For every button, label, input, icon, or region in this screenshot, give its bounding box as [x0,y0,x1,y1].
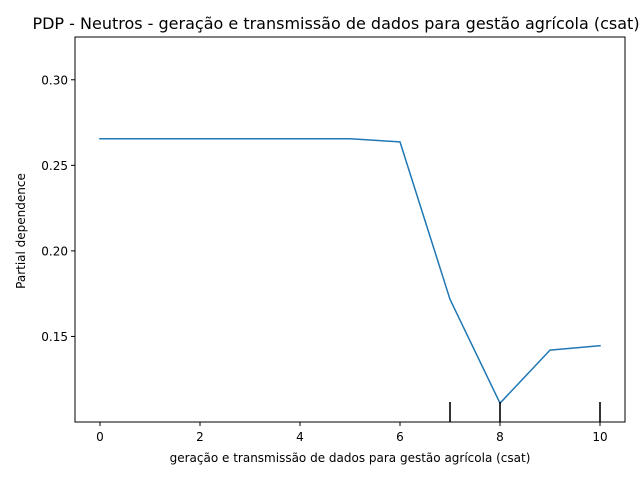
x-tick-label-2: 2 [196,430,204,444]
x-tick-label-10: 10 [592,430,607,444]
y-tick-label-0.2: 0.20 [41,244,68,258]
y-tick-label-0.15: 0.15 [41,330,68,344]
x-tick-label-8: 8 [496,430,504,444]
x-axis-label: geração e transmissão de dados para gest… [170,451,531,465]
y-axis-label: Partial dependence [14,173,28,289]
y-tick-label-0.25: 0.25 [41,159,68,173]
chart-title: PDP - Neutros - geração e transmissão de… [32,14,639,33]
y-tick-label-0.3: 0.30 [41,73,68,87]
x-tick-label-6: 6 [396,430,404,444]
pdp-line [99,138,601,404]
x-tick-label-0: 0 [96,430,104,444]
axes-frame [74,36,626,423]
plot-area: 0 2 4 6 8 10 0.15 0.20 0.25 0.30 [41,36,626,444]
x-tick-label-4: 4 [296,430,304,444]
